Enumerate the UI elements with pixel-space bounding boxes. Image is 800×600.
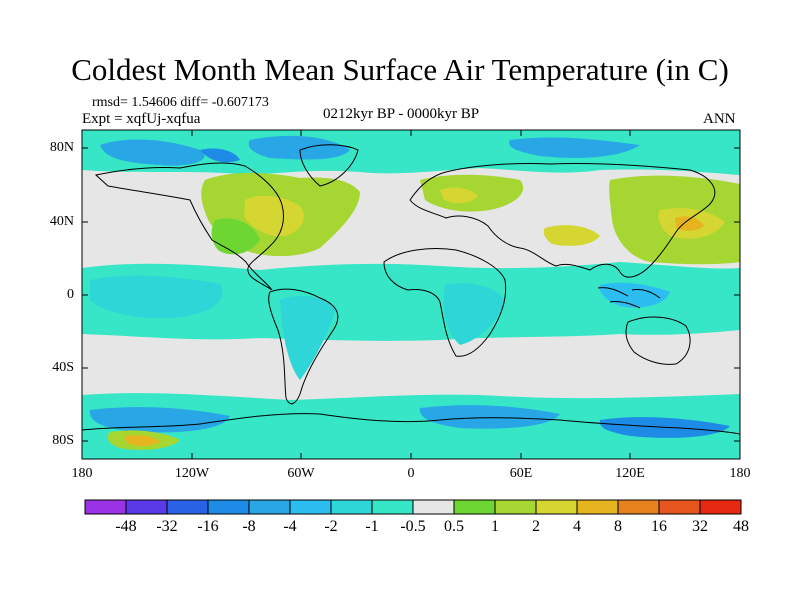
colorbar-tick-label: 1 xyxy=(491,518,499,535)
stats-text: rmsd= 1.54606 diff= -0.607173 xyxy=(92,95,269,110)
colorbar-swatch xyxy=(453,499,496,515)
colorbar-tick-label: 16 xyxy=(651,518,667,535)
africa-coast xyxy=(383,248,507,357)
coastlines xyxy=(82,144,740,435)
colorbar xyxy=(84,499,742,515)
colorbar-tick-label: 8 xyxy=(614,518,622,535)
colorbar-tick-label: 48 xyxy=(733,518,749,535)
lat-label-40n: 40N xyxy=(49,214,74,229)
colorbar-swatch xyxy=(576,499,619,515)
colorbar-tick-label: -16 xyxy=(197,518,219,535)
colorbar-swatch xyxy=(494,499,537,515)
lon-label-60w: 60W xyxy=(287,466,315,481)
indonesia-coast xyxy=(597,287,661,309)
arctic-cool-patch-4 xyxy=(200,148,240,163)
arctic-cool-patch-3 xyxy=(509,137,640,158)
experiment-label: Expt = xqfUj-xqfua xyxy=(82,111,201,127)
map-title: Coldest Month Mean Surface Air Temperatu… xyxy=(71,52,729,87)
colorbar-tick-label: 32 xyxy=(692,518,708,535)
colorbar-tick-label: -32 xyxy=(156,518,178,535)
tropical-band xyxy=(82,262,740,341)
pacific-tropical-cool xyxy=(90,275,223,319)
axis-ticks xyxy=(82,130,740,459)
colorbar-tick-label: -2 xyxy=(324,518,338,535)
north-america-coast xyxy=(94,162,284,291)
lon-label-0: 0 xyxy=(407,466,415,481)
southern-ocean-cool-2 xyxy=(419,405,560,429)
antarctic-warm-core xyxy=(125,435,160,446)
greenland-coast xyxy=(299,144,359,187)
season-label: ANN xyxy=(703,111,736,127)
antarctica-coast xyxy=(82,413,740,435)
lat-label-40s: 40S xyxy=(52,360,74,375)
colorbar-swatch xyxy=(125,499,168,515)
colorbar-swatch xyxy=(330,499,373,515)
colorbar-swatch xyxy=(289,499,332,515)
lon-label-120w: 120W xyxy=(174,466,210,481)
arctic-cool-patch-1 xyxy=(100,139,205,166)
southern-ocean-cool-1 xyxy=(89,407,230,433)
colorbar-tick-label: 2 xyxy=(532,518,540,535)
colorbar-swatch xyxy=(658,499,701,515)
colorbar-swatch xyxy=(166,499,209,515)
africa-cool xyxy=(443,283,505,345)
colorbar-tick-label: 0.5 xyxy=(444,518,464,535)
colorbar-swatch xyxy=(207,499,250,515)
australia-coast xyxy=(625,316,691,365)
colorbar-swatch xyxy=(371,499,414,515)
lat-label-80n: 80N xyxy=(49,140,74,155)
lat-label-0: 0 xyxy=(67,287,74,302)
colorbar-tick-label: -8 xyxy=(242,518,256,535)
north-atlantic-warm-core xyxy=(244,195,305,237)
anomaly-field xyxy=(82,130,740,459)
colorbar-tick-label: -4 xyxy=(283,518,297,535)
colorbar-swatch xyxy=(412,499,455,515)
lon-label-120e: 120E xyxy=(615,466,645,481)
colorbar-tick-label: 4 xyxy=(573,518,581,535)
colorbar-swatch xyxy=(699,499,742,515)
period-label: 0212kyr BP - 0000kyr BP xyxy=(323,106,480,122)
europe-warm-core xyxy=(440,187,478,204)
west-pacific-orange xyxy=(675,216,704,231)
colorbar-swatch xyxy=(84,499,127,515)
lon-label-180w: 180 xyxy=(71,466,93,481)
colorbar-swatch xyxy=(535,499,578,515)
north-america-green xyxy=(211,218,260,255)
south-america-coast xyxy=(268,288,339,405)
colorbar-tick-label: -48 xyxy=(115,518,137,535)
lat-label-80s: 80S xyxy=(52,433,74,448)
lon-label-60e: 60E xyxy=(509,466,533,481)
eurasia-coast xyxy=(409,162,716,278)
colorbar-tick-label: -1 xyxy=(365,518,379,535)
arctic-cool-patch-2 xyxy=(248,135,350,160)
tibet-warm xyxy=(543,225,600,246)
colorbar-swatch xyxy=(617,499,660,515)
colorbar-tick-label: -0.5 xyxy=(400,518,426,535)
south-america-cool xyxy=(280,295,335,380)
southern-ocean-band xyxy=(82,393,740,459)
lon-label-180e: 180 xyxy=(729,466,751,481)
colorbar-swatch xyxy=(248,499,291,515)
